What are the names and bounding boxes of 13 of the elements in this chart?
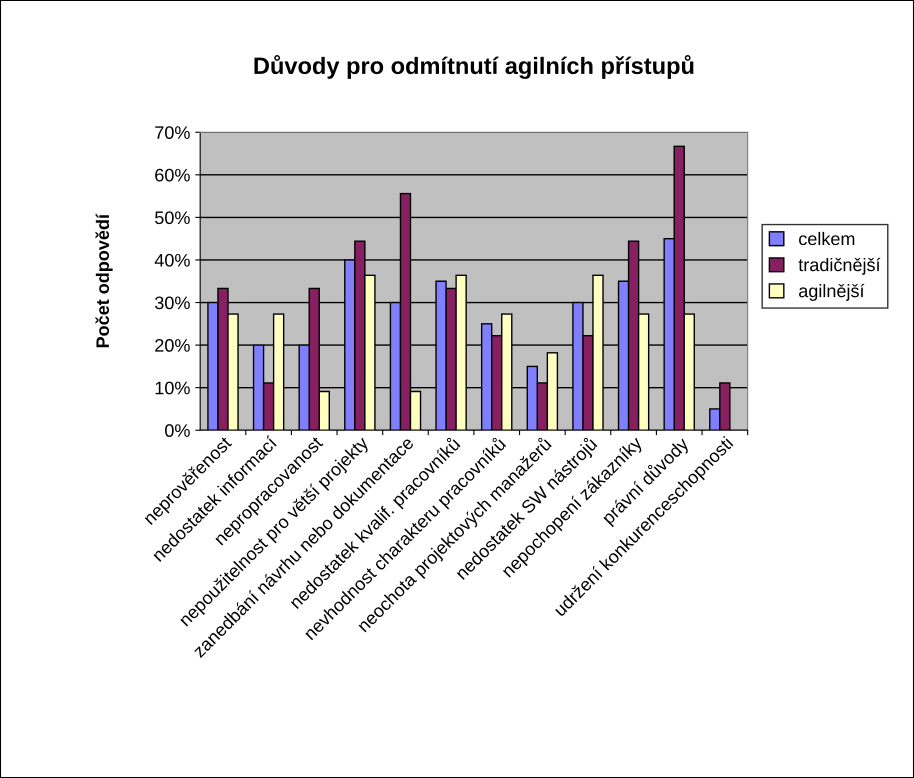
y-tick-label: 20% [155, 339, 190, 352]
y-axis-title: Počet odpovědí [95, 214, 113, 348]
y-tick-label: 30% [154, 296, 190, 310]
y-tick-label: 60% [155, 168, 190, 182]
legend-label: celkem [799, 232, 854, 246]
legend-label: agilnější [799, 284, 864, 301]
y-tick-label: 50% [155, 211, 190, 224]
y-tick-label: 0% [165, 424, 190, 437]
legend-label: tradičnější [798, 258, 880, 275]
chart-title: Důvody pro odmítnutí agilních přístupů [254, 54, 694, 79]
y-tick-label: 70% [155, 126, 190, 139]
y-tick-label: 40% [154, 254, 190, 267]
y-tick-label: 10% [156, 382, 190, 394]
